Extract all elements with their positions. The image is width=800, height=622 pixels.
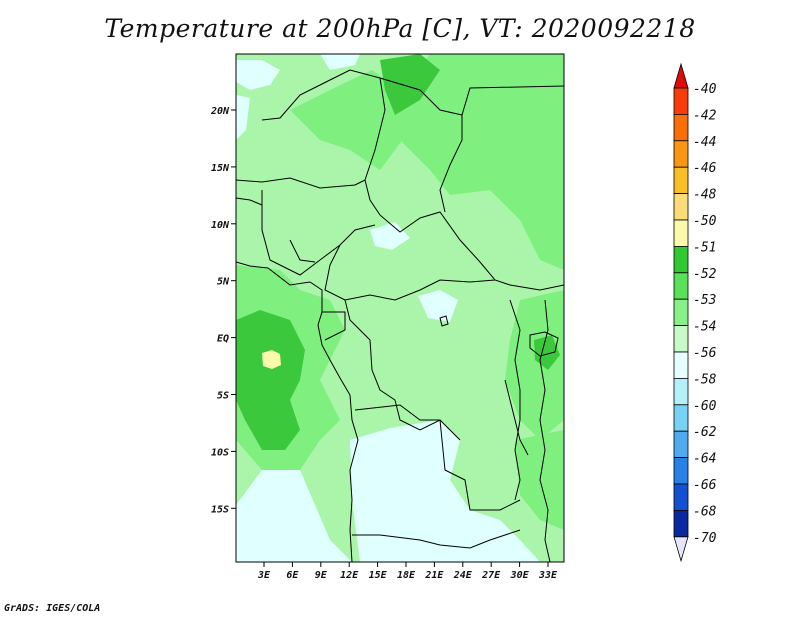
border-congo-drc — [344, 299, 461, 441]
lon-label: 6E — [286, 570, 299, 581]
colorbar-top-arrow — [673, 62, 689, 89]
borders — [236, 69, 564, 562]
colorbar-segment — [673, 219, 689, 247]
border-niger-nigeria — [236, 177, 366, 189]
colorbar-label: -58 — [693, 372, 717, 387]
colorbar-label: -52 — [693, 267, 717, 282]
lat-label: 5S — [217, 391, 229, 402]
border-east-region — [539, 299, 551, 562]
colorbar-label: -46 — [693, 161, 717, 176]
lon-label: 18E — [397, 570, 416, 581]
latitude-axis: 20N 15N 10N 5N EQ 5S 10S 15S — [210, 106, 236, 515]
lat-label: 15S — [211, 504, 229, 515]
colorbar-segment — [673, 87, 689, 115]
colorbar: -40 -42 -44 -46 -48 -50 -51 -52 -53 -54 -56 -58 -60 -… — [673, 62, 717, 563]
colorbar-label: -42 — [693, 108, 717, 123]
colorbar-segment — [673, 377, 689, 406]
field-cold-center — [370, 222, 410, 250]
field-gabon-core — [236, 310, 305, 450]
field-warm-spot — [262, 350, 281, 369]
colorbar-segment — [673, 325, 689, 353]
colorbar-segment — [673, 166, 689, 194]
border-angola-south — [352, 529, 521, 549]
lon-label: 9E — [315, 570, 328, 581]
border-nigeria-cameroon — [261, 190, 376, 276]
border-car-north — [379, 211, 564, 291]
colorbar-segment — [673, 457, 689, 485]
colorbar-segment — [673, 193, 689, 221]
field-cold-southcentral — [350, 420, 540, 562]
colorbar-label: -50 — [693, 214, 717, 229]
colorbar-label: -44 — [693, 135, 716, 150]
field-cold-northwest — [236, 60, 280, 90]
field-cold-south — [236, 470, 352, 562]
lon-label: 33E — [538, 570, 558, 581]
border-gabon — [322, 311, 346, 341]
lon-label: 21E — [424, 570, 444, 581]
colorbar-segment — [673, 298, 689, 327]
field-cold-north — [320, 54, 360, 70]
border-lake-victoria — [529, 331, 559, 357]
colorbar-segment — [673, 351, 689, 379]
colorbar-segment — [673, 114, 689, 142]
border-cameroon-car — [324, 244, 496, 301]
lon-label: 24E — [453, 570, 473, 581]
border-small-lake-center — [439, 315, 449, 327]
colorbar-label: -51 — [693, 240, 716, 255]
lon-label: 12E — [340, 570, 359, 581]
colorbar-segment — [673, 430, 689, 459]
border-sahel-west — [236, 197, 263, 206]
border-cameroon-nigeria-2 — [289, 239, 316, 263]
colorbar-segment — [673, 404, 689, 432]
colorbar-segment — [673, 509, 689, 538]
lat-label: 15N — [211, 163, 230, 174]
lat-label: 10S — [211, 447, 229, 458]
lat-label: 10N — [211, 220, 230, 231]
colorbar-label: -62 — [693, 425, 717, 440]
lat-label: 5N — [217, 277, 230, 288]
lat-label: 20N — [210, 106, 230, 117]
border-chad-west — [364, 77, 386, 216]
chart-title: Temperature at 200hPa [C], VT: 202009221… — [104, 14, 696, 43]
colorbar-label: -70 — [693, 531, 717, 546]
colorbar-label: -53 — [693, 293, 716, 308]
border-drc-east — [509, 299, 521, 501]
lon-label: 30E — [510, 570, 530, 581]
field-north-strip — [380, 54, 440, 115]
colorbar-label: -60 — [693, 399, 717, 414]
colorbar-segment — [673, 140, 689, 168]
lat-label: EQ — [217, 334, 229, 345]
colorbar-segment — [673, 483, 689, 511]
lon-label: 3E — [257, 570, 271, 581]
field-north-band — [290, 70, 410, 170]
colorbar-bottom-arrow — [673, 536, 689, 563]
lon-label: 27E — [481, 570, 501, 581]
colorbar-label: -56 — [693, 346, 717, 361]
map-frame — [235, 53, 565, 563]
field-cold-west — [236, 95, 250, 140]
field-cold-congo — [418, 290, 458, 322]
colorbar-segment — [673, 272, 689, 300]
colorbar-label: -64 — [693, 452, 716, 467]
border-coastline-west — [236, 261, 359, 562]
border-lake-tanganyika — [504, 379, 529, 456]
colorbar-label: -54 — [693, 320, 716, 335]
border-angola-zambia — [354, 404, 521, 511]
colorbar-label: -48 — [693, 188, 717, 203]
field-northeast — [390, 54, 564, 270]
colorbar-segment — [673, 245, 689, 274]
longitude-axis: 3E 6E 9E 12E 15E 18E 21E 24E 27E 30E 33E — [257, 562, 558, 581]
colorbar-label: -66 — [693, 478, 717, 493]
temperature-field — [236, 54, 564, 562]
grads-credit: GrADS: IGES/COLA — [4, 603, 101, 614]
border-sudan-chad — [439, 115, 463, 213]
colorbar-label: -68 — [693, 504, 717, 519]
colorbar-label: -40 — [693, 82, 717, 97]
lon-label: 15E — [369, 570, 388, 581]
